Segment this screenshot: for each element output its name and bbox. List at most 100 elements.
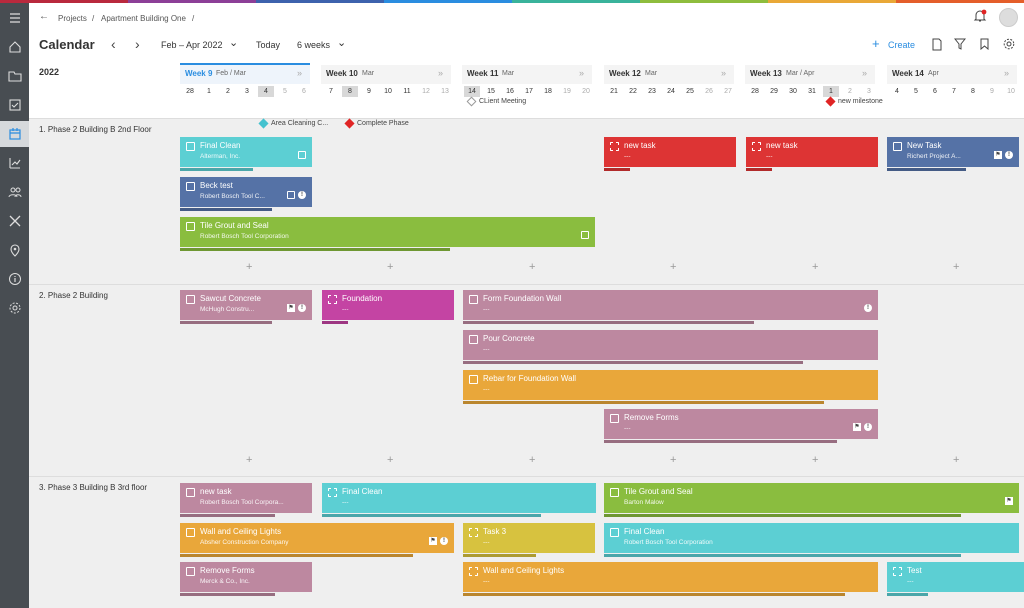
day-cell[interactable]: 28 <box>751 88 759 95</box>
flag-icon[interactable]: ⚑ <box>853 423 861 431</box>
week-column-1[interactable]: Week 9 Feb / Mar » <box>180 63 310 84</box>
chevron-down-icon[interactable]: ⌄ <box>337 37 347 49</box>
section-title[interactable]: 2. Phase 2 Building <box>39 291 108 300</box>
day-cell[interactable]: 13 <box>441 88 449 95</box>
prev-period-button[interactable]: ‹ <box>111 36 116 52</box>
task-card[interactable]: Tile Grout and Seal Barton Malow ⚑ <box>604 483 1019 517</box>
day-cell[interactable]: 30 <box>789 88 797 95</box>
back-arrow-icon[interactable]: ← <box>39 11 49 22</box>
day-cell[interactable]: 11 <box>403 88 411 95</box>
day-cell[interactable]: 9 <box>990 88 994 95</box>
calendar-icon[interactable] <box>0 121 29 147</box>
add-task-button[interactable]: + <box>670 454 677 466</box>
avatar[interactable] <box>999 8 1018 27</box>
add-task-button[interactable]: + <box>246 261 253 273</box>
day-cell[interactable]: 5 <box>914 88 918 95</box>
day-cell[interactable]: 2 <box>848 88 852 95</box>
week-column-5[interactable]: Week 13 Mar / Apr » <box>745 63 875 84</box>
add-task-button[interactable]: + <box>812 454 819 466</box>
warning-icon[interactable]: ! <box>864 423 872 431</box>
chart-icon[interactable] <box>0 150 29 176</box>
day-cell[interactable]: 26 <box>705 88 713 95</box>
add-task-button[interactable]: + <box>953 454 960 466</box>
task-card[interactable]: Final Clean Robert Bosch Tool Corporatio… <box>604 523 1019 557</box>
day-cell[interactable]: 1 <box>823 86 839 97</box>
milestone-area-cleaning[interactable]: Area Cleaning C... <box>258 118 328 129</box>
week-column-6[interactable]: Week 14 Apr » <box>887 63 1017 84</box>
next-period-button[interactable]: › <box>135 36 140 52</box>
warning-icon[interactable]: ! <box>298 191 306 199</box>
expand-week-icon[interactable]: » <box>437 68 443 78</box>
warning-icon[interactable]: ! <box>1005 151 1013 159</box>
day-cell[interactable]: 17 <box>525 88 533 95</box>
week-column-3[interactable]: Week 11 Mar » <box>462 63 592 84</box>
breadcrumb-projects[interactable]: Projects <box>58 14 87 23</box>
expand-week-icon[interactable]: » <box>861 68 867 78</box>
day-cell[interactable]: 4 <box>895 88 899 95</box>
day-cell[interactable]: 5 <box>283 88 287 95</box>
day-cell[interactable]: 24 <box>667 88 675 95</box>
task-card[interactable]: Final Clean --- <box>322 483 596 517</box>
day-cell[interactable]: 20 <box>582 88 590 95</box>
task-card[interactable]: new task --- <box>604 137 736 171</box>
day-cell[interactable]: 31 <box>808 88 816 95</box>
create-button[interactable]: Create <box>888 40 916 50</box>
task-card[interactable]: new task --- <box>746 137 878 171</box>
add-task-button[interactable]: + <box>953 261 960 273</box>
gear-icon[interactable] <box>1003 38 1015 50</box>
task-card[interactable]: Remove Forms Merck & Co., Inc. <box>180 562 312 596</box>
milestone-complete-phase[interactable]: Complete Phase <box>344 118 409 129</box>
export-icon[interactable] <box>931 38 943 51</box>
day-cell[interactable]: 22 <box>629 88 637 95</box>
info-icon[interactable] <box>0 266 29 292</box>
add-task-button[interactable]: + <box>387 454 394 466</box>
task-card[interactable]: Final Clean Alterman, Inc. <box>180 137 312 171</box>
task-card[interactable]: Foundation --- <box>322 290 454 324</box>
day-cell[interactable]: 3 <box>245 88 249 95</box>
bookmark-icon[interactable] <box>979 38 990 50</box>
day-cell[interactable]: 6 <box>933 88 937 95</box>
chevron-down-icon[interactable]: ⌄ <box>229 37 239 49</box>
week-column-4[interactable]: Week 12 Mar » <box>604 63 734 84</box>
add-task-button[interactable]: + <box>812 261 819 273</box>
day-cell[interactable]: 3 <box>867 88 871 95</box>
day-cell[interactable]: 9 <box>367 88 371 95</box>
task-card[interactable]: Beck test Robert Bosch Tool C...! <box>180 177 312 211</box>
day-cell[interactable]: 4 <box>258 86 274 97</box>
weeks-selector[interactable]: 6 weeks <box>297 40 331 50</box>
day-cell[interactable]: 18 <box>544 88 552 95</box>
day-cell[interactable]: 7 <box>329 88 333 95</box>
task-card[interactable]: new task Robert Bosch Tool Corpora... <box>180 483 312 517</box>
day-cell[interactable]: 14 <box>464 86 480 97</box>
warning-icon[interactable]: ! <box>864 304 872 312</box>
date-range-selector[interactable]: Feb – Apr 2022 <box>161 40 223 50</box>
task-card[interactable]: Wall and Ceiling Lights --- <box>463 562 878 596</box>
add-task-button[interactable]: + <box>670 261 677 273</box>
day-cell[interactable]: 10 <box>384 88 392 95</box>
task-card[interactable]: Tile Grout and Seal Robert Bosch Tool Co… <box>180 217 595 251</box>
day-cell[interactable]: 15 <box>487 88 495 95</box>
comment-icon[interactable] <box>581 231 589 239</box>
expand-week-icon[interactable]: » <box>296 68 302 78</box>
flag-icon[interactable]: ⚑ <box>429 537 437 545</box>
day-cell[interactable]: 21 <box>610 88 618 95</box>
menu-icon[interactable] <box>0 5 29 31</box>
milestone-new-milestone[interactable]: new milestone <box>825 96 883 107</box>
section-title[interactable]: 1. Phase 2 Building B 2nd Floor <box>39 125 152 134</box>
task-card[interactable]: Pour Concrete --- <box>463 330 878 364</box>
day-cell[interactable]: 10 <box>1007 88 1015 95</box>
day-cell[interactable]: 27 <box>724 88 732 95</box>
task-card[interactable]: Wall and Ceiling Lights Absher Construct… <box>180 523 454 557</box>
task-card[interactable]: Form Foundation Wall ---! <box>463 290 878 324</box>
expand-week-icon[interactable]: » <box>1003 68 1009 78</box>
breadcrumb-project[interactable]: Apartment Building One <box>101 14 186 23</box>
filter-icon[interactable] <box>954 38 966 50</box>
day-cell[interactable]: 16 <box>506 88 514 95</box>
section-title[interactable]: 3. Phase 3 Building B 3rd floor <box>39 483 148 492</box>
expand-week-icon[interactable]: » <box>578 68 584 78</box>
day-cell[interactable]: 12 <box>422 88 430 95</box>
day-cell[interactable]: 2 <box>226 88 230 95</box>
week-column-2[interactable]: Week 10 Mar » <box>321 63 451 84</box>
day-cell[interactable]: 1 <box>207 88 211 95</box>
location-icon[interactable] <box>0 237 29 263</box>
